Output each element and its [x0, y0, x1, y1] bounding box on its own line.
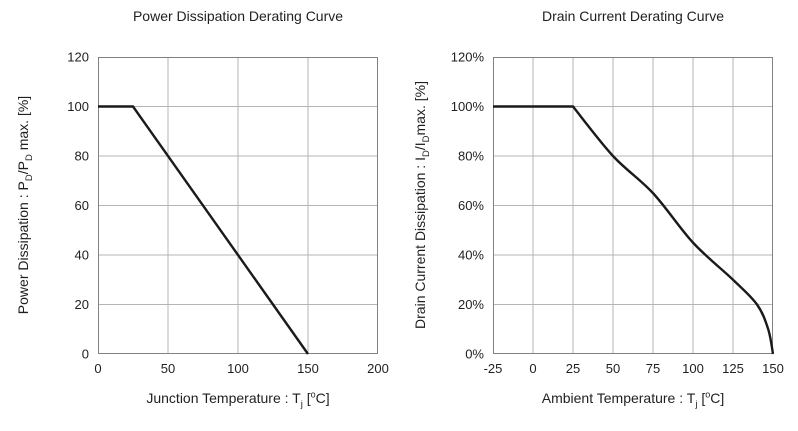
x-tick-label: -25	[484, 361, 503, 376]
derating-curve	[98, 105, 309, 355]
x-tick-label: 25	[566, 361, 580, 376]
y-tick-label: 60%	[458, 198, 484, 213]
y-tick-label: 80%	[458, 149, 484, 164]
y-tick-label: 20	[75, 297, 89, 312]
x-tick-label: 200	[367, 361, 389, 376]
x-tick-label: 100	[682, 361, 704, 376]
plot-border	[493, 57, 773, 354]
chart-title: Power Dissipation Derating Curve	[132, 8, 344, 24]
y-tick-label: 120%	[451, 50, 485, 65]
x-tick-label: 100	[227, 361, 249, 376]
y-tick-label: 40%	[458, 248, 484, 263]
x-tick-label: 75	[646, 361, 660, 376]
y-tick-label: 60	[75, 198, 89, 213]
y-tick-label: 120	[67, 50, 89, 65]
y-tick-label: 80	[75, 149, 89, 164]
y-tick-label: 0%	[465, 347, 484, 362]
y-tick-label: 0	[82, 347, 89, 362]
x-tick-label: 150	[762, 361, 784, 376]
derating-curve	[493, 105, 775, 355]
chart-title: Drain Current Derating Curve	[541, 8, 725, 24]
x-tick-label: 125	[722, 361, 744, 376]
y-tick-label: 40	[75, 248, 89, 263]
x-tick-label: 0	[529, 361, 536, 376]
plot-border	[98, 57, 378, 354]
x-tick-label: 150	[297, 361, 319, 376]
y-tick-label: 100	[67, 99, 89, 114]
x-axis-label: Ambient Temperature : Tj [oC]	[541, 389, 725, 410]
x-axis-label: Junction Temperature : Tj [oC]	[146, 389, 330, 410]
y-tick-label: 100%	[451, 99, 485, 114]
y-tick-label: 20%	[458, 297, 484, 312]
x-tick-label: 50	[161, 361, 175, 376]
x-tick-label: 50	[606, 361, 620, 376]
x-tick-label: 0	[94, 361, 101, 376]
